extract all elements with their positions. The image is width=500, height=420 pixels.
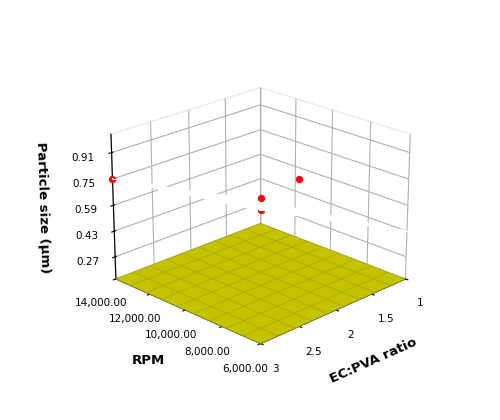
X-axis label: EC:PVA ratio: EC:PVA ratio bbox=[328, 336, 418, 386]
Y-axis label: RPM: RPM bbox=[132, 354, 165, 367]
